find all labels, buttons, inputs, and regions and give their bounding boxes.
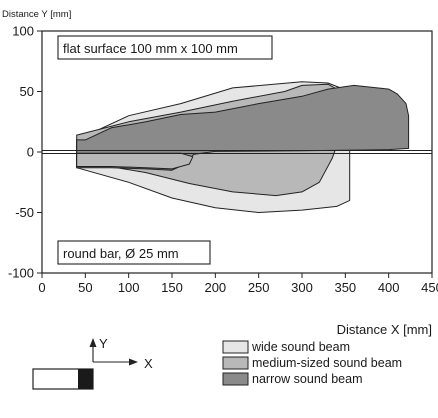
beam-area-round-bar xyxy=(76,152,194,170)
x-tick-label-100: 100 xyxy=(118,280,140,295)
legend-label-narrow: narrow sound beam xyxy=(252,372,362,386)
beam-areas xyxy=(76,81,410,213)
y-tick-label--50: -50 xyxy=(15,205,34,220)
x-tick-label-0: 0 xyxy=(38,280,45,295)
x-arrow-head xyxy=(129,358,138,366)
legend-swatch-narrow xyxy=(222,372,249,386)
x-tick-label-200: 200 xyxy=(204,280,226,295)
flat-surface-box xyxy=(57,35,273,60)
y-tick-label--100: -100 xyxy=(8,266,34,281)
flat-surface-label: flat surface 100 mm x 100 mm xyxy=(63,41,238,56)
legend-swatch-medium xyxy=(222,356,249,370)
sensor-y-label: Y xyxy=(99,336,108,351)
x-tick-label-150: 150 xyxy=(161,280,183,295)
x-tick-label-350: 350 xyxy=(334,280,356,295)
x-tick-label-50: 50 xyxy=(78,280,92,295)
y-axis-title: Distance Y [mm] xyxy=(2,9,71,20)
sensor-x-label: X xyxy=(144,356,153,371)
x-axis-title: Distance X [mm] xyxy=(337,322,432,337)
sensor-diagram: Y X xyxy=(32,336,153,390)
legend-swatch-wide xyxy=(222,340,249,354)
x-tick-label-450: 450 xyxy=(421,280,438,295)
y-tick-label-50: 50 xyxy=(20,84,34,99)
axis-tick-labels: 0 50 100 150 200 250 300 350 400 450 100 50 0 -50 -100 xyxy=(8,24,438,296)
legend: wide sound beam medium-sized sound beam … xyxy=(222,340,402,386)
y-arrow-head xyxy=(89,338,97,347)
x-tick-label-250: 250 xyxy=(248,280,270,295)
legend-label-wide: wide sound beam xyxy=(251,340,350,354)
round-bar-label: round bar, Ø 25 mm xyxy=(63,246,179,261)
beam-area-narrow xyxy=(76,84,410,171)
x-tick-label-400: 400 xyxy=(378,280,400,295)
axis-ticks xyxy=(37,30,433,278)
y-tick-label-100: 100 xyxy=(12,24,34,39)
legend-label-medium: medium-sized sound beam xyxy=(252,356,402,370)
sensor-head xyxy=(78,369,93,389)
y-tick-label-0: 0 xyxy=(27,145,34,160)
zero-line xyxy=(42,150,432,154)
x-tick-label-300: 300 xyxy=(291,280,313,295)
round-bar-box xyxy=(57,240,211,265)
